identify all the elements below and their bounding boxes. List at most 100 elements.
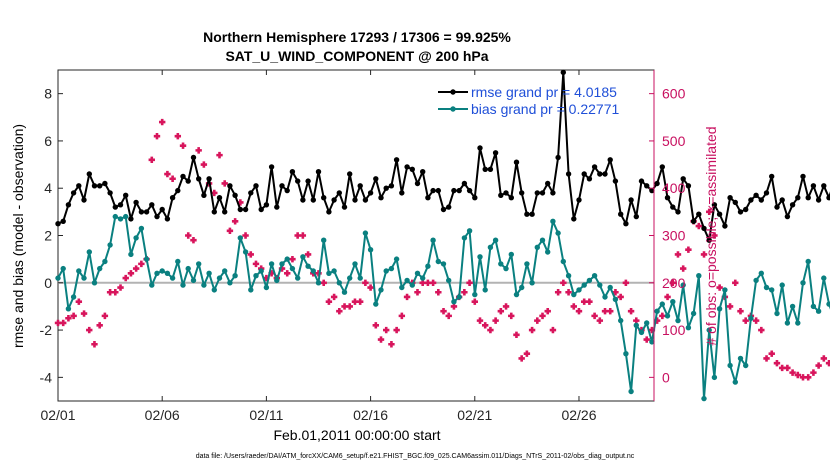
- obs-count-marker: [179, 142, 187, 149]
- rmse-point: [86, 171, 93, 177]
- bias-point: [680, 282, 686, 288]
- bias-point: [508, 251, 514, 258]
- bias-point: [133, 235, 139, 241]
- obs-count-marker: [549, 326, 557, 334]
- obs-count-marker: [805, 374, 812, 381]
- rmse-point: [492, 150, 499, 156]
- obs-count-marker: [346, 303, 353, 310]
- rmse-point: [206, 176, 212, 182]
- rmse-point: [295, 178, 301, 184]
- rmse-point: [102, 180, 108, 187]
- y2-tick-label: 200: [662, 275, 686, 291]
- bias-point: [513, 291, 520, 298]
- obs-count-marker: [429, 279, 437, 286]
- rmse-point: [659, 164, 665, 170]
- obs-count-marker: [508, 312, 515, 320]
- bias-point: [357, 275, 363, 281]
- rmse-point: [722, 223, 728, 229]
- obs-count-marker: [758, 326, 765, 334]
- bias-point: [519, 284, 525, 291]
- bias-point: [175, 258, 181, 265]
- y-tick-label: 2: [44, 228, 52, 244]
- obs-count-marker: [700, 251, 708, 258]
- bias-point: [789, 303, 796, 310]
- bias-point: [143, 256, 150, 262]
- bias-point: [222, 268, 228, 274]
- bias-point: [597, 282, 603, 288]
- bias-point: [503, 265, 509, 272]
- y2-axis-ticks: 0 100 200 300 400 500 600: [649, 86, 686, 385]
- bias-point: [618, 317, 624, 324]
- obs-count-marker: [117, 284, 124, 291]
- bias-point: [399, 284, 405, 291]
- bias-point: [440, 261, 447, 267]
- rmse-point: [175, 187, 181, 194]
- bias-point: [201, 282, 207, 288]
- obs-count-marker: [487, 326, 494, 334]
- obs-count-marker: [607, 307, 614, 315]
- x-tick-label: 02/11: [249, 407, 283, 423]
- bias-point: [326, 270, 332, 276]
- rmse-point: [435, 187, 441, 194]
- obs-count-marker: [596, 317, 604, 324]
- rmse-point: [196, 176, 202, 182]
- bias-point: [727, 362, 733, 369]
- bias-point: [107, 242, 113, 248]
- rmse-point: [618, 211, 624, 217]
- rmse-point: [482, 166, 488, 172]
- bias-point: [675, 317, 681, 324]
- obs-count-marker: [784, 364, 791, 372]
- bias-point: [227, 280, 233, 286]
- bias-point: [748, 315, 754, 321]
- obs-count-marker: [185, 232, 192, 239]
- rmse-point: [81, 197, 87, 203]
- obs-count-marker: [560, 279, 567, 286]
- bias-point: [779, 282, 785, 288]
- obs-count-marker: [231, 218, 239, 225]
- bias-point: [242, 249, 249, 255]
- bias-point: [393, 256, 400, 262]
- bias-point: [805, 258, 811, 265]
- rmse-point: [55, 221, 61, 227]
- obs-count-marker: [711, 232, 718, 239]
- bias-point: [581, 282, 587, 288]
- rmse-point: [159, 206, 165, 213]
- y2-tick-label: 400: [662, 180, 686, 196]
- obs-count-marker: [169, 175, 176, 182]
- bias-point: [70, 294, 77, 300]
- obs-count-marker: [112, 289, 119, 296]
- bias-point: [331, 268, 337, 274]
- rmse-point: [670, 204, 676, 210]
- bias-point: [654, 308, 660, 314]
- obs-count-marker: [388, 341, 395, 348]
- rmse-point: [737, 209, 744, 215]
- rmse-point: [263, 202, 270, 208]
- rmse-point: [466, 187, 473, 194]
- obs-count-marker: [586, 298, 593, 305]
- rmse-point: [362, 197, 369, 203]
- bias-point: [472, 291, 478, 298]
- obs-count-marker: [435, 289, 442, 296]
- legend-bias-label: bias grand pr = 0.22771: [471, 101, 619, 117]
- rmse-point: [420, 169, 426, 175]
- obs-count-marker: [403, 293, 411, 301]
- rmse-point: [138, 209, 145, 215]
- obs-count-marker: [304, 251, 312, 258]
- bias-point: [149, 282, 155, 288]
- rmse-point: [727, 195, 733, 201]
- bias-point: [263, 284, 270, 291]
- bias-point: [206, 270, 212, 276]
- rmse-point: [180, 173, 186, 180]
- rmse-point: [456, 187, 462, 194]
- obs-count-marker: [174, 133, 182, 140]
- rmse-point: [357, 183, 363, 189]
- rmse-point: [425, 195, 431, 201]
- rmse-point: [430, 187, 436, 194]
- bias-point: [623, 351, 629, 357]
- rmse-point: [76, 183, 82, 189]
- bias-point: [86, 249, 93, 255]
- rmse-point: [539, 190, 546, 196]
- obs-count-marker: [158, 118, 166, 126]
- bias-point: [321, 237, 327, 243]
